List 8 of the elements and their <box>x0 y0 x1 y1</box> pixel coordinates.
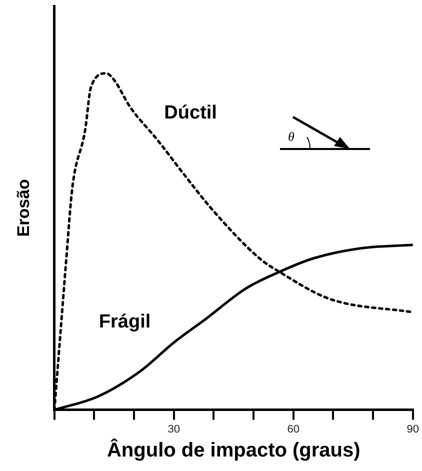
x-tick-label: 90 <box>406 423 420 436</box>
series-label: Dúctil <box>164 102 217 124</box>
x-tick-label: 60 <box>287 423 300 436</box>
y-axis-title: Erosão <box>14 179 33 237</box>
x-tick-label: 30 <box>168 423 180 436</box>
series-label: Frágil <box>98 312 151 333</box>
annotation: θ <box>288 129 296 144</box>
x-axis-title: Ângulo de impacto (graus) <box>106 438 360 462</box>
